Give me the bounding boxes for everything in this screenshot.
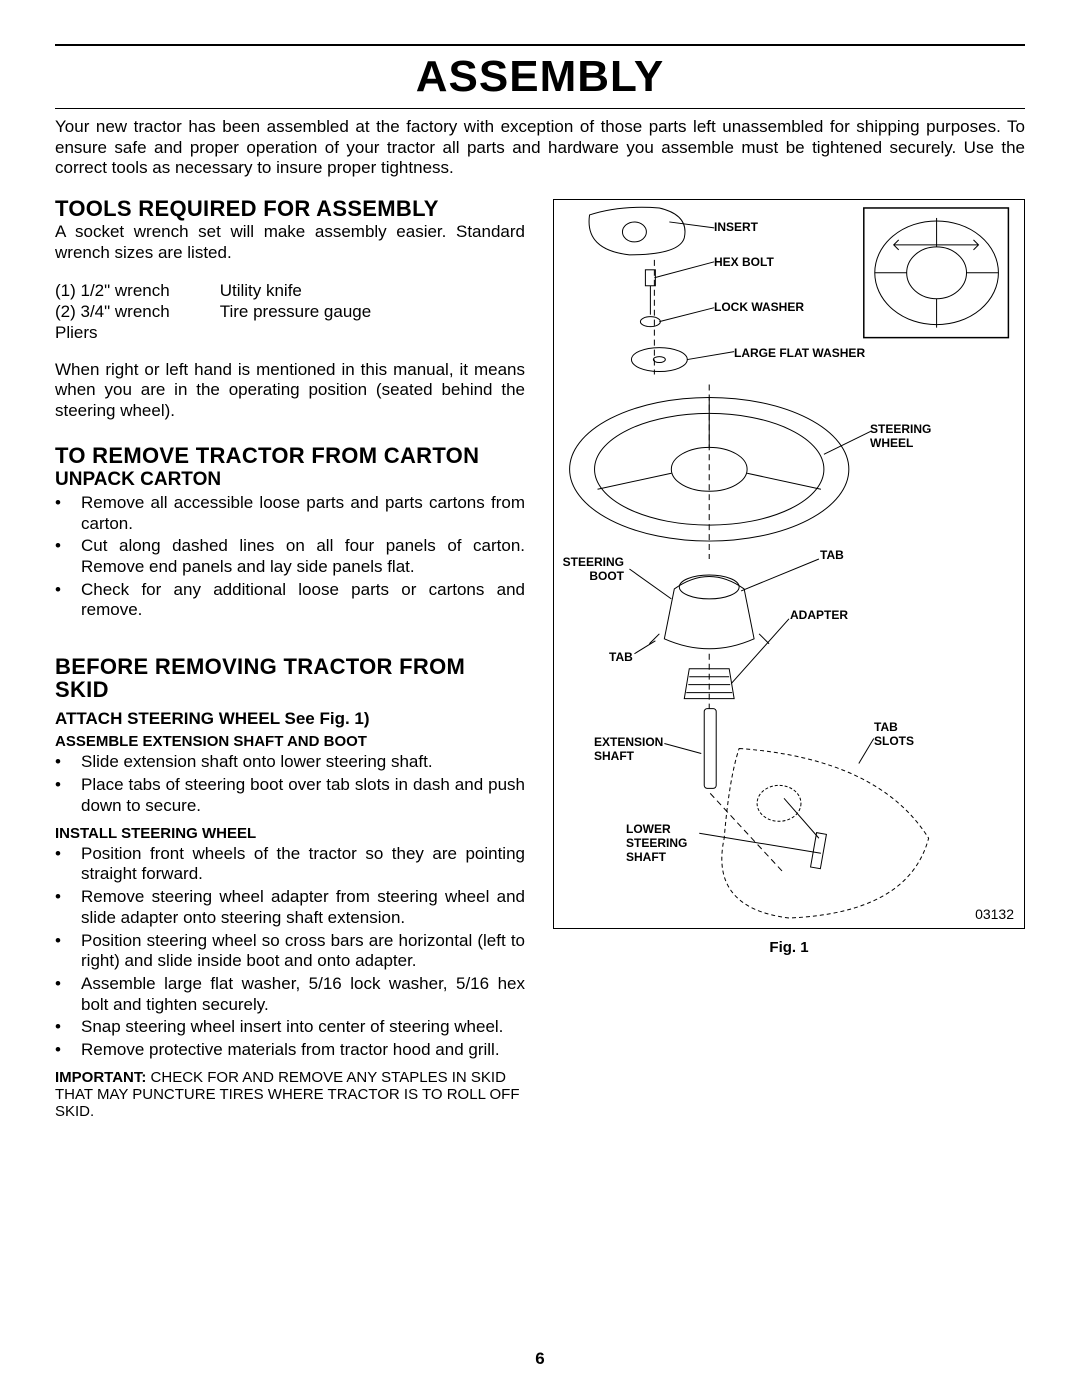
label-adapter: ADAPTER [790, 608, 848, 622]
right-column: INSERT HEX BOLT LOCK WASHER LARGE FLAT W… [553, 197, 1025, 1121]
list-item: Remove protective materials from tractor… [55, 1040, 525, 1061]
tool-item: (1) 1/2" wrench [55, 280, 170, 301]
before-skid-heading: BEFORE REMOVING TRACTOR FROM SKID [55, 655, 525, 701]
list-item: Assemble large flat washer, 5/16 lock wa… [55, 974, 525, 1015]
label-lower-1: LOWER [626, 822, 671, 836]
label-boot-1: STEERING [563, 555, 624, 569]
label-lower-2: STEERING [626, 836, 687, 850]
label-lower-3: SHAFT [626, 850, 666, 864]
label-insert: INSERT [714, 220, 758, 234]
figure-caption: Fig. 1 [553, 939, 1025, 956]
left-column: TOOLS REQUIRED FOR ASSEMBLY A socket wre… [55, 197, 525, 1121]
two-column-layout: TOOLS REQUIRED FOR ASSEMBLY A socket wre… [55, 197, 1025, 1121]
install-wheel-heading: INSTALL STEERING WHEEL [55, 825, 525, 842]
assemble-shaft-heading: ASSEMBLE EXTENSION SHAFT AND BOOT [55, 733, 525, 750]
tools-blurb: A socket wrench set will make assembly e… [55, 222, 525, 263]
important-label: IMPORTANT: [55, 1069, 146, 1086]
top-rule [55, 44, 1025, 46]
list-item: Check for any additional loose parts or … [55, 580, 525, 621]
assemble-bullets: Slide extension shaft onto lower steerin… [55, 752, 525, 816]
list-item: Remove all accessible loose parts and pa… [55, 493, 525, 534]
label-boot-2: BOOT [589, 569, 624, 583]
list-item: Position steering wheel so cross bars ar… [55, 931, 525, 972]
label-tab-2: TAB [609, 650, 633, 664]
tools-list: (1) 1/2" wrench (2) 3/4" wrench Pliers U… [55, 280, 525, 344]
label-steering-wheel-1: STEERING [870, 422, 931, 436]
intro-text: Your new tractor has been assembled at t… [55, 117, 1025, 179]
attach-wheel-heading: ATTACH STEERING WHEEL See Fig. 1) [55, 709, 525, 729]
install-bullets: Position front wheels of the tractor so … [55, 844, 525, 1061]
tools-col-2: Utility knife Tire pressure gauge [220, 280, 372, 344]
important-note: IMPORTANT: CHECK FOR AND REMOVE ANY STAP… [55, 1069, 525, 1121]
label-flat-washer: LARGE FLAT WASHER [734, 346, 865, 360]
remove-carton-heading: TO REMOVE TRACTOR FROM CARTON [55, 444, 525, 467]
tool-item: Utility knife [220, 280, 372, 301]
tool-item: Pliers [55, 322, 170, 343]
label-steering-wheel-2: WHEEL [870, 436, 913, 450]
figure-1-box: INSERT HEX BOLT LOCK WASHER LARGE FLAT W… [553, 199, 1025, 929]
tools-col-1: (1) 1/2" wrench (2) 3/4" wrench Pliers [55, 280, 170, 344]
page-title: ASSEMBLY [55, 52, 1025, 102]
tools-heading: TOOLS REQUIRED FOR ASSEMBLY [55, 197, 525, 220]
list-item: Remove steering wheel adapter from steer… [55, 887, 525, 928]
label-slots-1: TAB [874, 720, 898, 734]
label-hex-bolt: HEX BOLT [714, 255, 774, 269]
title-rule [55, 108, 1025, 109]
label-lock-washer: LOCK WASHER [714, 300, 804, 314]
page-number: 6 [0, 1349, 1080, 1369]
label-tab: TAB [820, 548, 844, 562]
tool-item: (2) 3/4" wrench [55, 301, 170, 322]
unpack-bullets: Remove all accessible loose parts and pa… [55, 493, 525, 621]
list-item: Position front wheels of the tractor so … [55, 844, 525, 885]
unpack-carton-sub: UNPACK CARTON [55, 469, 525, 491]
list-item: Slide extension shaft onto lower steerin… [55, 752, 525, 773]
label-slots-2: SLOTS [874, 734, 914, 748]
label-ext-1: EXTENSION [594, 735, 663, 749]
list-item: Cut along dashed lines on all four panel… [55, 536, 525, 577]
list-item: Snap steering wheel insert into center o… [55, 1017, 525, 1038]
part-code: 03132 [975, 906, 1014, 922]
list-item: Place tabs of steering boot over tab slo… [55, 775, 525, 816]
tool-item: Tire pressure gauge [220, 301, 372, 322]
label-ext-2: SHAFT [594, 749, 634, 763]
orientation-note: When right or left hand is mentioned in … [55, 360, 525, 422]
